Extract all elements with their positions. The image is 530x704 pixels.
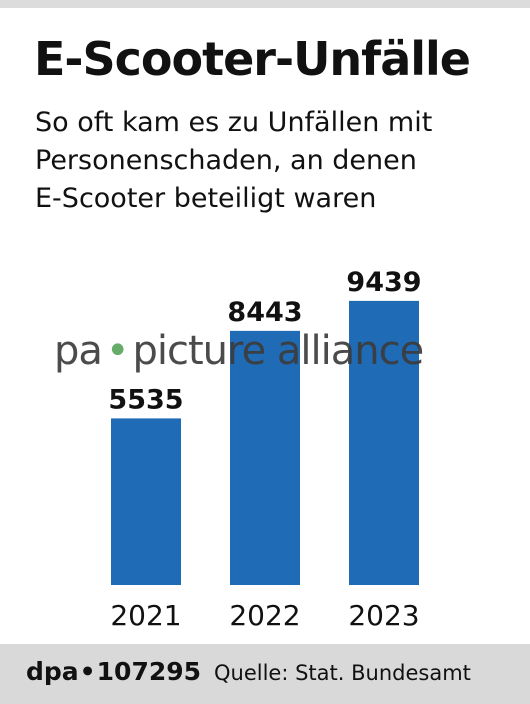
subtitle-line: E-Scooter beteiligt waren (35, 183, 377, 214)
watermark-right: picture alliance (132, 328, 425, 374)
agency-name: dpa (26, 657, 79, 686)
bar-chart: 5535 2021 8443 2022 9439 2023 (108, 267, 421, 632)
data-label-2023: 9439 (346, 267, 421, 298)
graphic-id: 107295 (96, 657, 202, 686)
chart-subtitle: So oft kam es zu Unfällen mit Personensc… (35, 104, 515, 218)
source-note: Quelle: Stat. Bundesamt (214, 661, 471, 685)
bullet-icon: • (79, 657, 96, 686)
bar-2023 (349, 300, 419, 585)
bar-2021 (111, 418, 181, 585)
chart-title: E-Scooter-Unfälle (34, 32, 471, 86)
top-strip (0, 0, 530, 8)
data-label-2022: 8443 (227, 297, 302, 328)
subtitle-line: Personenschaden, an denen (35, 145, 417, 176)
picture-alliance-watermark: pa • picture alliance (54, 328, 425, 374)
x-tick-label-2023: 2023 (348, 599, 419, 632)
data-label-2021: 5535 (108, 384, 183, 415)
agency-credit: dpa•107295 (26, 657, 201, 686)
x-tick-label-2021: 2021 (110, 599, 181, 632)
x-tick-label-2022: 2022 (229, 599, 300, 632)
bar-2022 (230, 330, 300, 585)
footer: dpa•107295 Quelle: Stat. Bundesamt (0, 644, 530, 704)
watermark-left: pa (54, 328, 103, 374)
watermark-dot-icon: • (105, 328, 130, 374)
subtitle-line: So oft kam es zu Unfällen mit (35, 107, 433, 138)
